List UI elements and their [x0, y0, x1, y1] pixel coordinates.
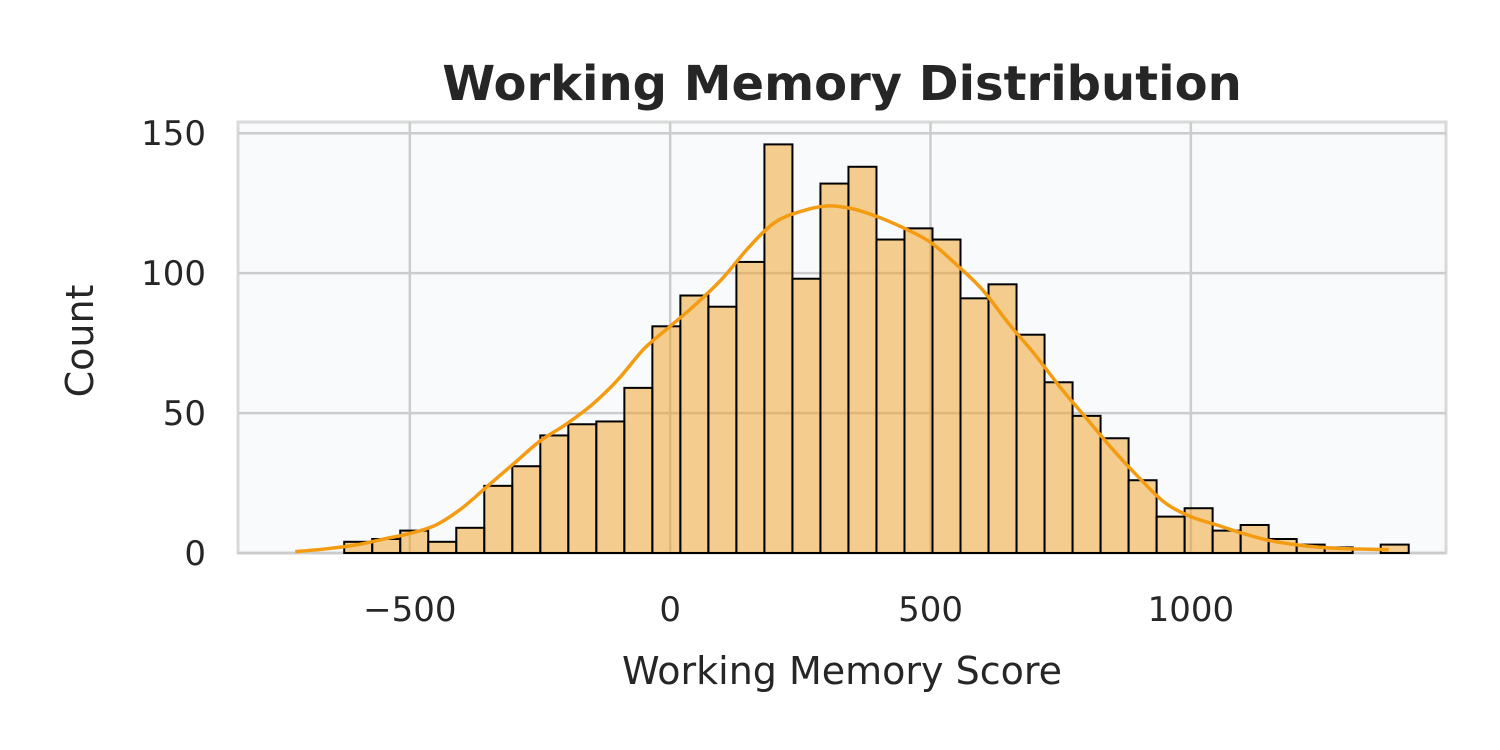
histogram-bar [875, 238, 906, 555]
histogram-bar [651, 325, 682, 555]
x-axis-ticks: −500 0 500 1000 [363, 590, 1234, 630]
histogram-bar [1099, 437, 1130, 554]
histogram-bar [483, 484, 514, 555]
histogram-bar [959, 297, 990, 554]
chart-title: Working Memory Distribution [442, 56, 1242, 112]
x-tick-label: 1000 [1148, 590, 1235, 630]
histogram-bar [987, 283, 1018, 554]
histogram-bar [735, 260, 766, 554]
histogram-bar [623, 386, 654, 554]
histogram-bar [903, 227, 934, 554]
histogram-bar [1155, 515, 1186, 554]
histogram-bar [567, 423, 598, 554]
x-tick-label: 0 [659, 590, 681, 630]
histogram-bar [1043, 381, 1074, 555]
y-tick-label: 150 [141, 114, 206, 154]
histogram-bars [343, 143, 1410, 555]
y-axis-label: Count [58, 285, 102, 398]
kde-curve [295, 204, 1389, 554]
histogram-bar [707, 305, 738, 555]
histogram-bar [763, 143, 794, 554]
x-tick-label: 500 [898, 590, 963, 630]
y-axis-ticks: 0 50 100 150 [141, 114, 206, 574]
histogram-bar [1015, 333, 1046, 554]
histogram-bar [847, 165, 878, 554]
y-tick-label: 50 [163, 394, 206, 434]
histogram-bar [679, 294, 710, 554]
histogram-bar [791, 277, 822, 554]
x-tick-label: −500 [363, 590, 456, 630]
histogram-bar [539, 434, 570, 555]
histogram-bar [455, 526, 486, 555]
y-tick-label: 0 [184, 534, 206, 574]
histogram-bar [819, 182, 850, 554]
x-axis-label: Working Memory Score [622, 649, 1062, 693]
y-tick-label: 100 [141, 254, 206, 294]
histogram-bar [511, 465, 542, 555]
histogram-bar [1071, 414, 1102, 555]
histogram-bar [931, 238, 962, 555]
histogram-bar [427, 540, 458, 554]
histogram-bar [1211, 529, 1242, 555]
histogram-bar [595, 420, 626, 554]
